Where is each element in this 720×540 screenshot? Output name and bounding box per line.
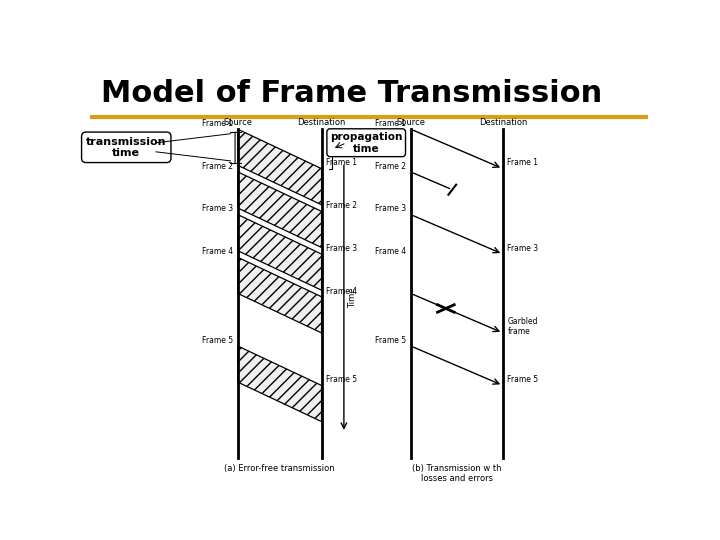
Text: Time: Time bbox=[348, 287, 357, 308]
Text: Frame 4: Frame 4 bbox=[375, 247, 406, 256]
Polygon shape bbox=[238, 258, 322, 333]
Text: Frame 4: Frame 4 bbox=[326, 287, 357, 295]
Text: Model of Frame Transmission: Model of Frame Transmission bbox=[101, 79, 603, 109]
Text: Garbled
frame: Garbled frame bbox=[508, 317, 538, 336]
Text: Frame 5: Frame 5 bbox=[326, 375, 357, 384]
Text: Frame 3: Frame 3 bbox=[202, 205, 233, 213]
Text: transmission
time: transmission time bbox=[86, 137, 166, 158]
Text: Destination: Destination bbox=[479, 118, 527, 127]
Text: Frame 3: Frame 3 bbox=[375, 205, 406, 213]
Text: Frame 1: Frame 1 bbox=[202, 119, 233, 128]
Text: (a) Error-free transmission: (a) Error-free transmission bbox=[225, 464, 335, 473]
Text: Frame 3: Frame 3 bbox=[326, 244, 357, 253]
Text: Frame 5: Frame 5 bbox=[508, 375, 539, 384]
Text: (b) Transmission w th
losses and errors: (b) Transmission w th losses and errors bbox=[412, 464, 502, 483]
Text: Frame 4: Frame 4 bbox=[202, 247, 233, 256]
Text: Frame 3: Frame 3 bbox=[508, 244, 539, 253]
Polygon shape bbox=[238, 129, 322, 205]
Text: propagation
time: propagation time bbox=[330, 132, 402, 153]
Text: Destination: Destination bbox=[297, 118, 346, 127]
Text: Frame 2: Frame 2 bbox=[326, 201, 357, 210]
Polygon shape bbox=[238, 346, 322, 422]
Text: Frame 1: Frame 1 bbox=[326, 158, 357, 167]
Text: Frame 5: Frame 5 bbox=[375, 336, 406, 345]
Text: Source: Source bbox=[396, 118, 426, 127]
Text: Frame 1: Frame 1 bbox=[508, 158, 539, 167]
Text: Frame 1: Frame 1 bbox=[375, 119, 406, 128]
Polygon shape bbox=[238, 215, 322, 290]
Text: Frame 2: Frame 2 bbox=[375, 161, 406, 171]
Polygon shape bbox=[238, 172, 322, 247]
Text: Source: Source bbox=[223, 118, 253, 127]
Text: Frame 2: Frame 2 bbox=[202, 161, 233, 171]
Text: Frame 5: Frame 5 bbox=[202, 336, 233, 345]
